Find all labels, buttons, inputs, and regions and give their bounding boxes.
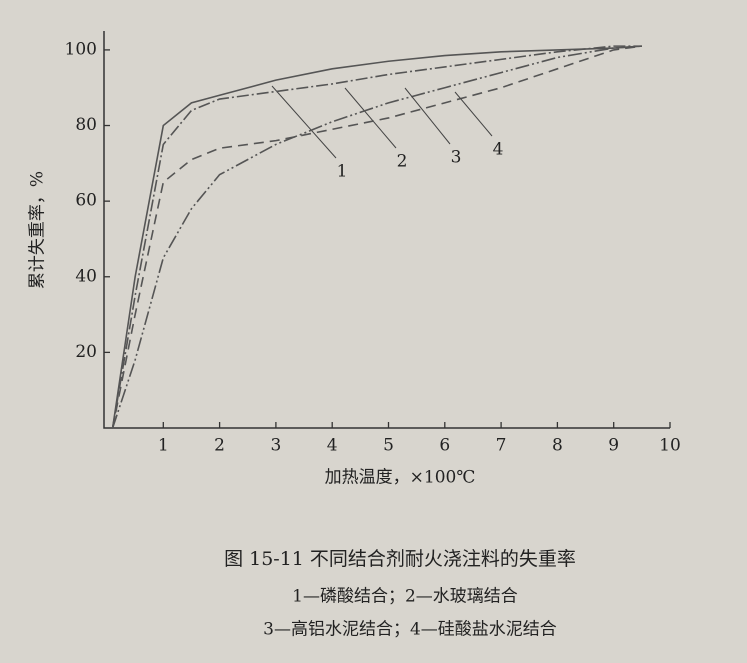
series-line — [111, 45, 642, 429]
series-label: 4 — [493, 140, 504, 160]
x-tick-label: 3 — [270, 436, 281, 456]
y-axis-label: 累计失重率，% — [28, 171, 48, 289]
x-tick-label: 4 — [327, 436, 338, 456]
x-tick-label: 5 — [383, 436, 394, 456]
series-line — [111, 45, 642, 429]
leader-line — [454, 91, 493, 137]
legend-line: 1—磷酸结合；2—水玻璃结合 — [292, 587, 518, 607]
y-tick-label: 100 — [65, 39, 97, 59]
x-tick-label: 10 — [659, 436, 681, 456]
x-tick-label: 8 — [552, 436, 563, 456]
x-tick-label: 1 — [158, 436, 169, 456]
x-axis-label: 加热温度，×100℃ — [325, 468, 476, 488]
series-label: 3 — [451, 148, 462, 168]
series-line — [111, 45, 642, 429]
series-label: 2 — [397, 152, 408, 172]
x-tick-label: 6 — [439, 436, 450, 456]
y-tick-label: 60 — [75, 191, 97, 211]
x-tick-label: 7 — [496, 436, 507, 456]
leader-line — [404, 87, 451, 145]
y-tick-label: 40 — [75, 266, 97, 286]
y-tick-label: 80 — [75, 115, 97, 135]
legend-line: 3—高铝水泥结合；4—硅酸盐水泥结合 — [263, 620, 557, 640]
x-tick-label: 9 — [608, 436, 619, 456]
axes — [103, 31, 670, 429]
x-tick-label: 2 — [214, 436, 225, 456]
leader-line — [344, 87, 397, 149]
series-label: 1 — [337, 162, 348, 182]
leader-line — [271, 85, 337, 159]
y-tick-label: 20 — [75, 342, 97, 362]
caption: 图 15-11 不同结合剂耐火浇注料的失重率 — [224, 548, 576, 570]
